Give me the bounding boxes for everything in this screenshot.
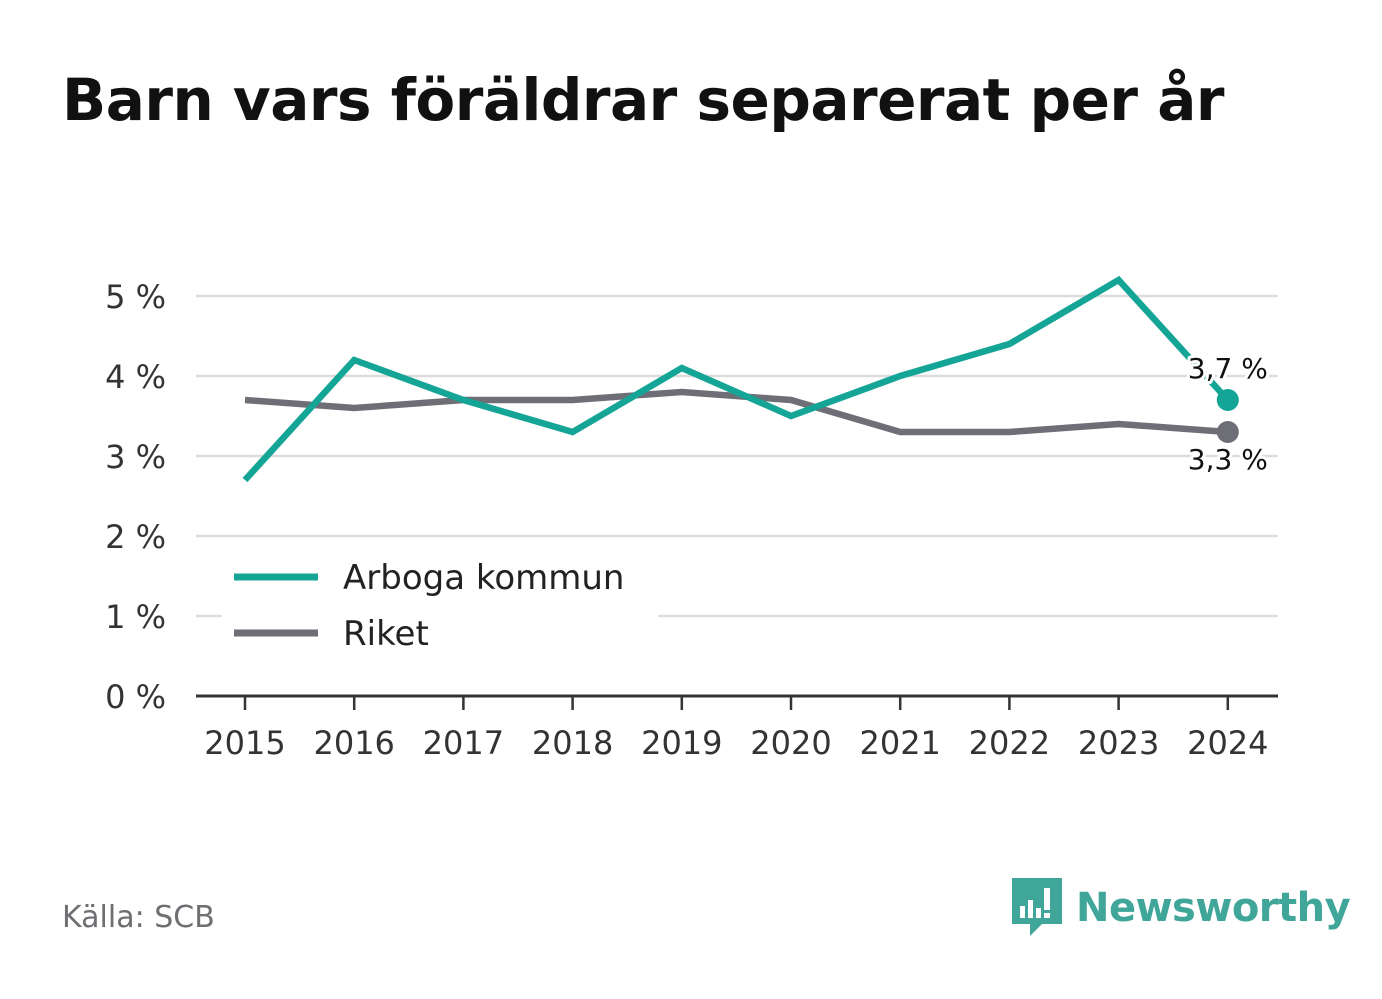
series-line-riket xyxy=(244,388,1229,436)
x-tick-label: 2017 xyxy=(423,724,504,762)
end-marker-arboga xyxy=(1216,389,1239,411)
x-tick-label: 2024 xyxy=(1187,724,1268,762)
y-tick-label: 4 % xyxy=(105,358,166,396)
brand-logo: Newsworthy xyxy=(1012,878,1351,938)
y-axis-ticks: 0 % 1 % 2 % 3 % 4 % 5 % xyxy=(105,278,166,716)
x-tick-label: 2018 xyxy=(532,724,613,762)
legend-label-riket: Riket xyxy=(343,614,429,654)
brand-name: Newsworthy xyxy=(1076,885,1351,931)
chart-title: Barn vars föräldrar separerat per år xyxy=(62,66,1224,134)
legend: Arboga kommun Riket xyxy=(222,548,658,660)
series-line-arboga xyxy=(242,275,1231,483)
x-tick-label: 2021 xyxy=(859,724,940,762)
y-tick-label: 5 % xyxy=(105,278,166,316)
bar-chart-icon xyxy=(1012,878,1062,936)
end-markers xyxy=(1216,389,1239,443)
x-tick-label: 2015 xyxy=(204,724,285,762)
y-tick-label: 0 % xyxy=(105,678,166,716)
y-tick-label: 2 % xyxy=(105,518,166,556)
y-tick-label: 3 % xyxy=(105,438,166,476)
x-tick-label: 2020 xyxy=(750,724,831,762)
legend-background xyxy=(222,548,658,660)
end-labels: 3,7 % 3,3 % xyxy=(1185,349,1271,479)
series-lines xyxy=(242,275,1231,483)
end-marker-riket xyxy=(1216,421,1239,443)
x-tick-label: 2016 xyxy=(313,724,394,762)
end-label-riket: 3,3 % xyxy=(1188,443,1268,476)
end-label-arboga: 3,7 % xyxy=(1188,352,1268,385)
x-tick-label: 2019 xyxy=(641,724,722,762)
x-tick-label: 2022 xyxy=(969,724,1050,762)
source-note: Källa: SCB xyxy=(62,900,215,935)
legend-label-arboga: Arboga kommun xyxy=(343,558,624,598)
x-tick-label: 2023 xyxy=(1078,724,1159,762)
x-axis-ticks: 2015 2016 2017 2018 2019 2020 2021 2022 2023 2024 xyxy=(204,696,1269,762)
y-tick-label: 1 % xyxy=(105,598,166,636)
